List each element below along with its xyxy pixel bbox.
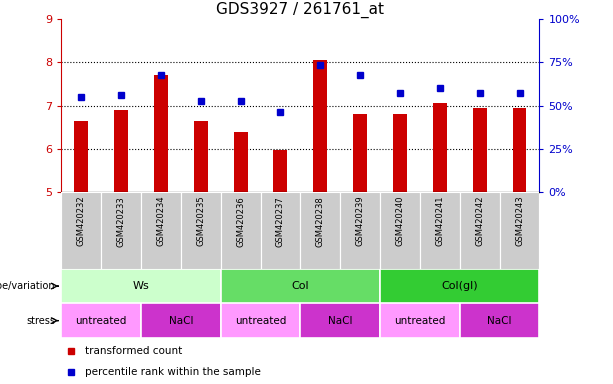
Bar [353,114,367,192]
Bar [380,269,539,303]
Bar [420,192,460,269]
Bar [181,192,221,269]
Bar [460,303,539,338]
Bar [154,75,168,192]
Title: GDS3927 / 261761_at: GDS3927 / 261761_at [216,2,384,18]
Text: GSM420238: GSM420238 [316,196,325,247]
Text: untreated: untreated [235,316,286,326]
Text: Ws: Ws [132,281,150,291]
Bar [101,192,141,269]
Bar [221,303,300,338]
Text: GSM420233: GSM420233 [116,196,126,247]
Bar [194,121,208,192]
Text: GSM420234: GSM420234 [156,196,166,247]
Bar [313,60,327,192]
Bar [393,114,407,192]
Bar [380,303,460,338]
Text: GSM420232: GSM420232 [77,196,86,247]
Text: GSM420240: GSM420240 [395,196,405,247]
Text: NaCl: NaCl [169,316,193,326]
Bar [114,110,128,192]
Bar [340,192,380,269]
Text: genotype/variation: genotype/variation [0,281,55,291]
Bar [74,121,88,192]
Bar [261,192,300,269]
Bar [61,192,101,269]
Text: percentile rank within the sample: percentile rank within the sample [85,367,261,377]
Bar [141,192,181,269]
Bar [273,150,287,192]
Bar [473,108,487,192]
Text: untreated: untreated [75,316,127,326]
Text: GSM420236: GSM420236 [236,196,245,247]
Bar [500,192,539,269]
Text: Col: Col [292,281,309,291]
Text: NaCl: NaCl [328,316,352,326]
Bar [300,303,380,338]
Text: Col(gl): Col(gl) [441,281,478,291]
Text: GSM420242: GSM420242 [475,196,484,247]
Text: GSM420235: GSM420235 [196,196,205,247]
Bar [141,303,221,338]
Text: GSM420241: GSM420241 [435,196,444,247]
Text: GSM420239: GSM420239 [356,196,365,247]
Text: NaCl: NaCl [487,316,512,326]
Text: untreated: untreated [394,316,446,326]
Text: GSM420237: GSM420237 [276,196,285,247]
Bar [234,131,248,192]
Text: stress: stress [26,316,55,326]
Bar [380,192,420,269]
Text: GSM420243: GSM420243 [515,196,524,247]
Bar [512,108,527,192]
Bar [61,303,141,338]
Bar [221,269,380,303]
Bar [433,103,447,192]
Bar [460,192,500,269]
Bar [300,192,340,269]
Text: transformed count: transformed count [85,346,183,356]
Bar [61,269,221,303]
Bar [221,192,261,269]
